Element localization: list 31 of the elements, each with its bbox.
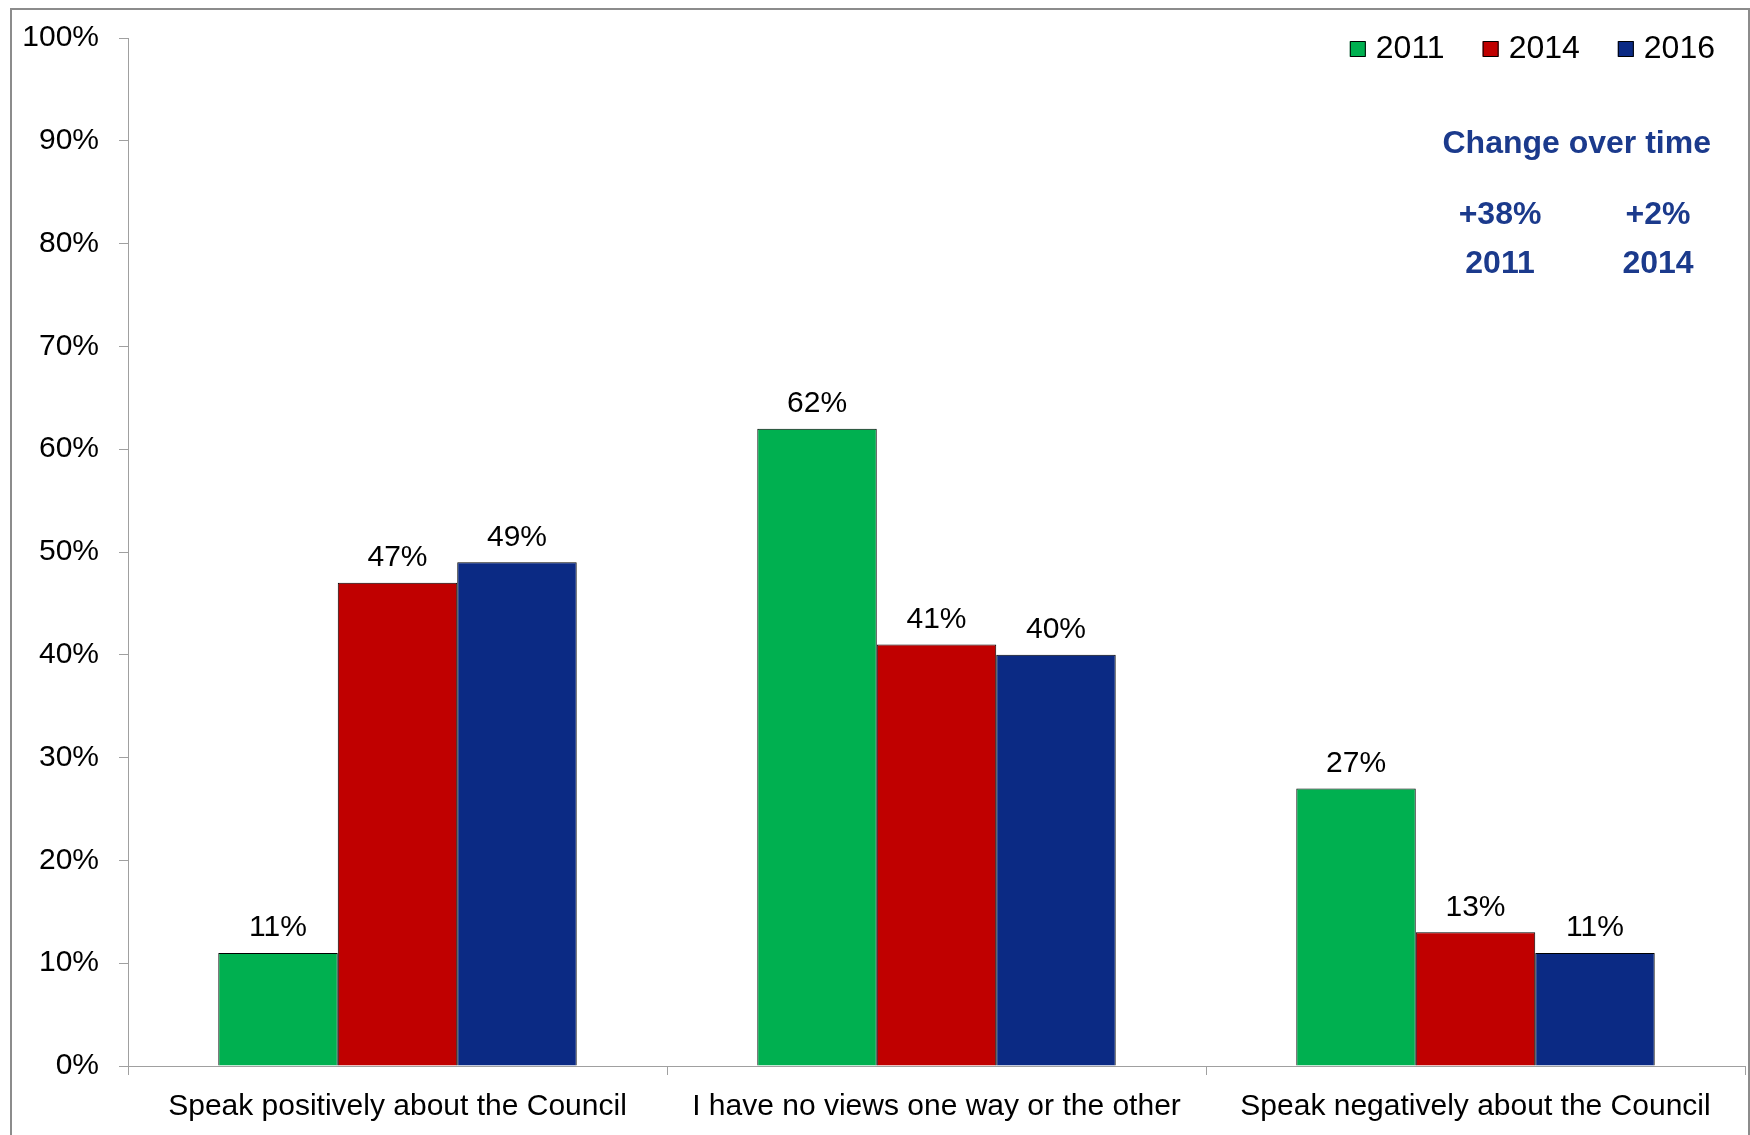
x-tick-label: Speak negatively about the Council [1240, 1088, 1711, 1122]
y-tick-label: 30% [38, 738, 99, 772]
y-tick-label: 60% [38, 430, 99, 464]
legend-label: 2011 [1375, 28, 1445, 65]
data-label: 49% [486, 518, 547, 552]
legend-label: 2014 [1508, 28, 1580, 65]
data-label: 41% [906, 600, 967, 634]
data-label: 47% [367, 539, 428, 573]
annotation: Change over time [1442, 123, 1711, 160]
y-tick-label: 100% [22, 19, 99, 53]
annotation: +2% [1625, 194, 1691, 231]
y-tick-label: 90% [38, 122, 99, 156]
y-tick-label: 70% [38, 327, 99, 361]
x-tick-label: I have no views one way or the other [692, 1088, 1181, 1122]
x-tick-label: Speak positively about the Council [168, 1088, 627, 1122]
y-tick-label: 80% [38, 224, 99, 258]
data-label: 11% [249, 909, 307, 943]
y-tick-label: 50% [38, 533, 99, 567]
y-tick-label: 0% [55, 1047, 99, 1081]
y-tick-label: 10% [38, 944, 99, 978]
data-label: 62% [787, 384, 848, 418]
data-label: 40% [1025, 611, 1086, 645]
y-tick-label: 40% [38, 636, 99, 670]
annotation: +38% [1458, 194, 1542, 231]
annotation: 2014 [1622, 243, 1694, 280]
data-label: 11% [1566, 909, 1624, 943]
y-tick-label: 20% [38, 841, 99, 875]
data-label: 27% [1326, 744, 1387, 778]
legend-label: 2016 [1643, 28, 1715, 65]
annotation: 2011 [1465, 243, 1535, 280]
data-label: 13% [1445, 888, 1506, 922]
